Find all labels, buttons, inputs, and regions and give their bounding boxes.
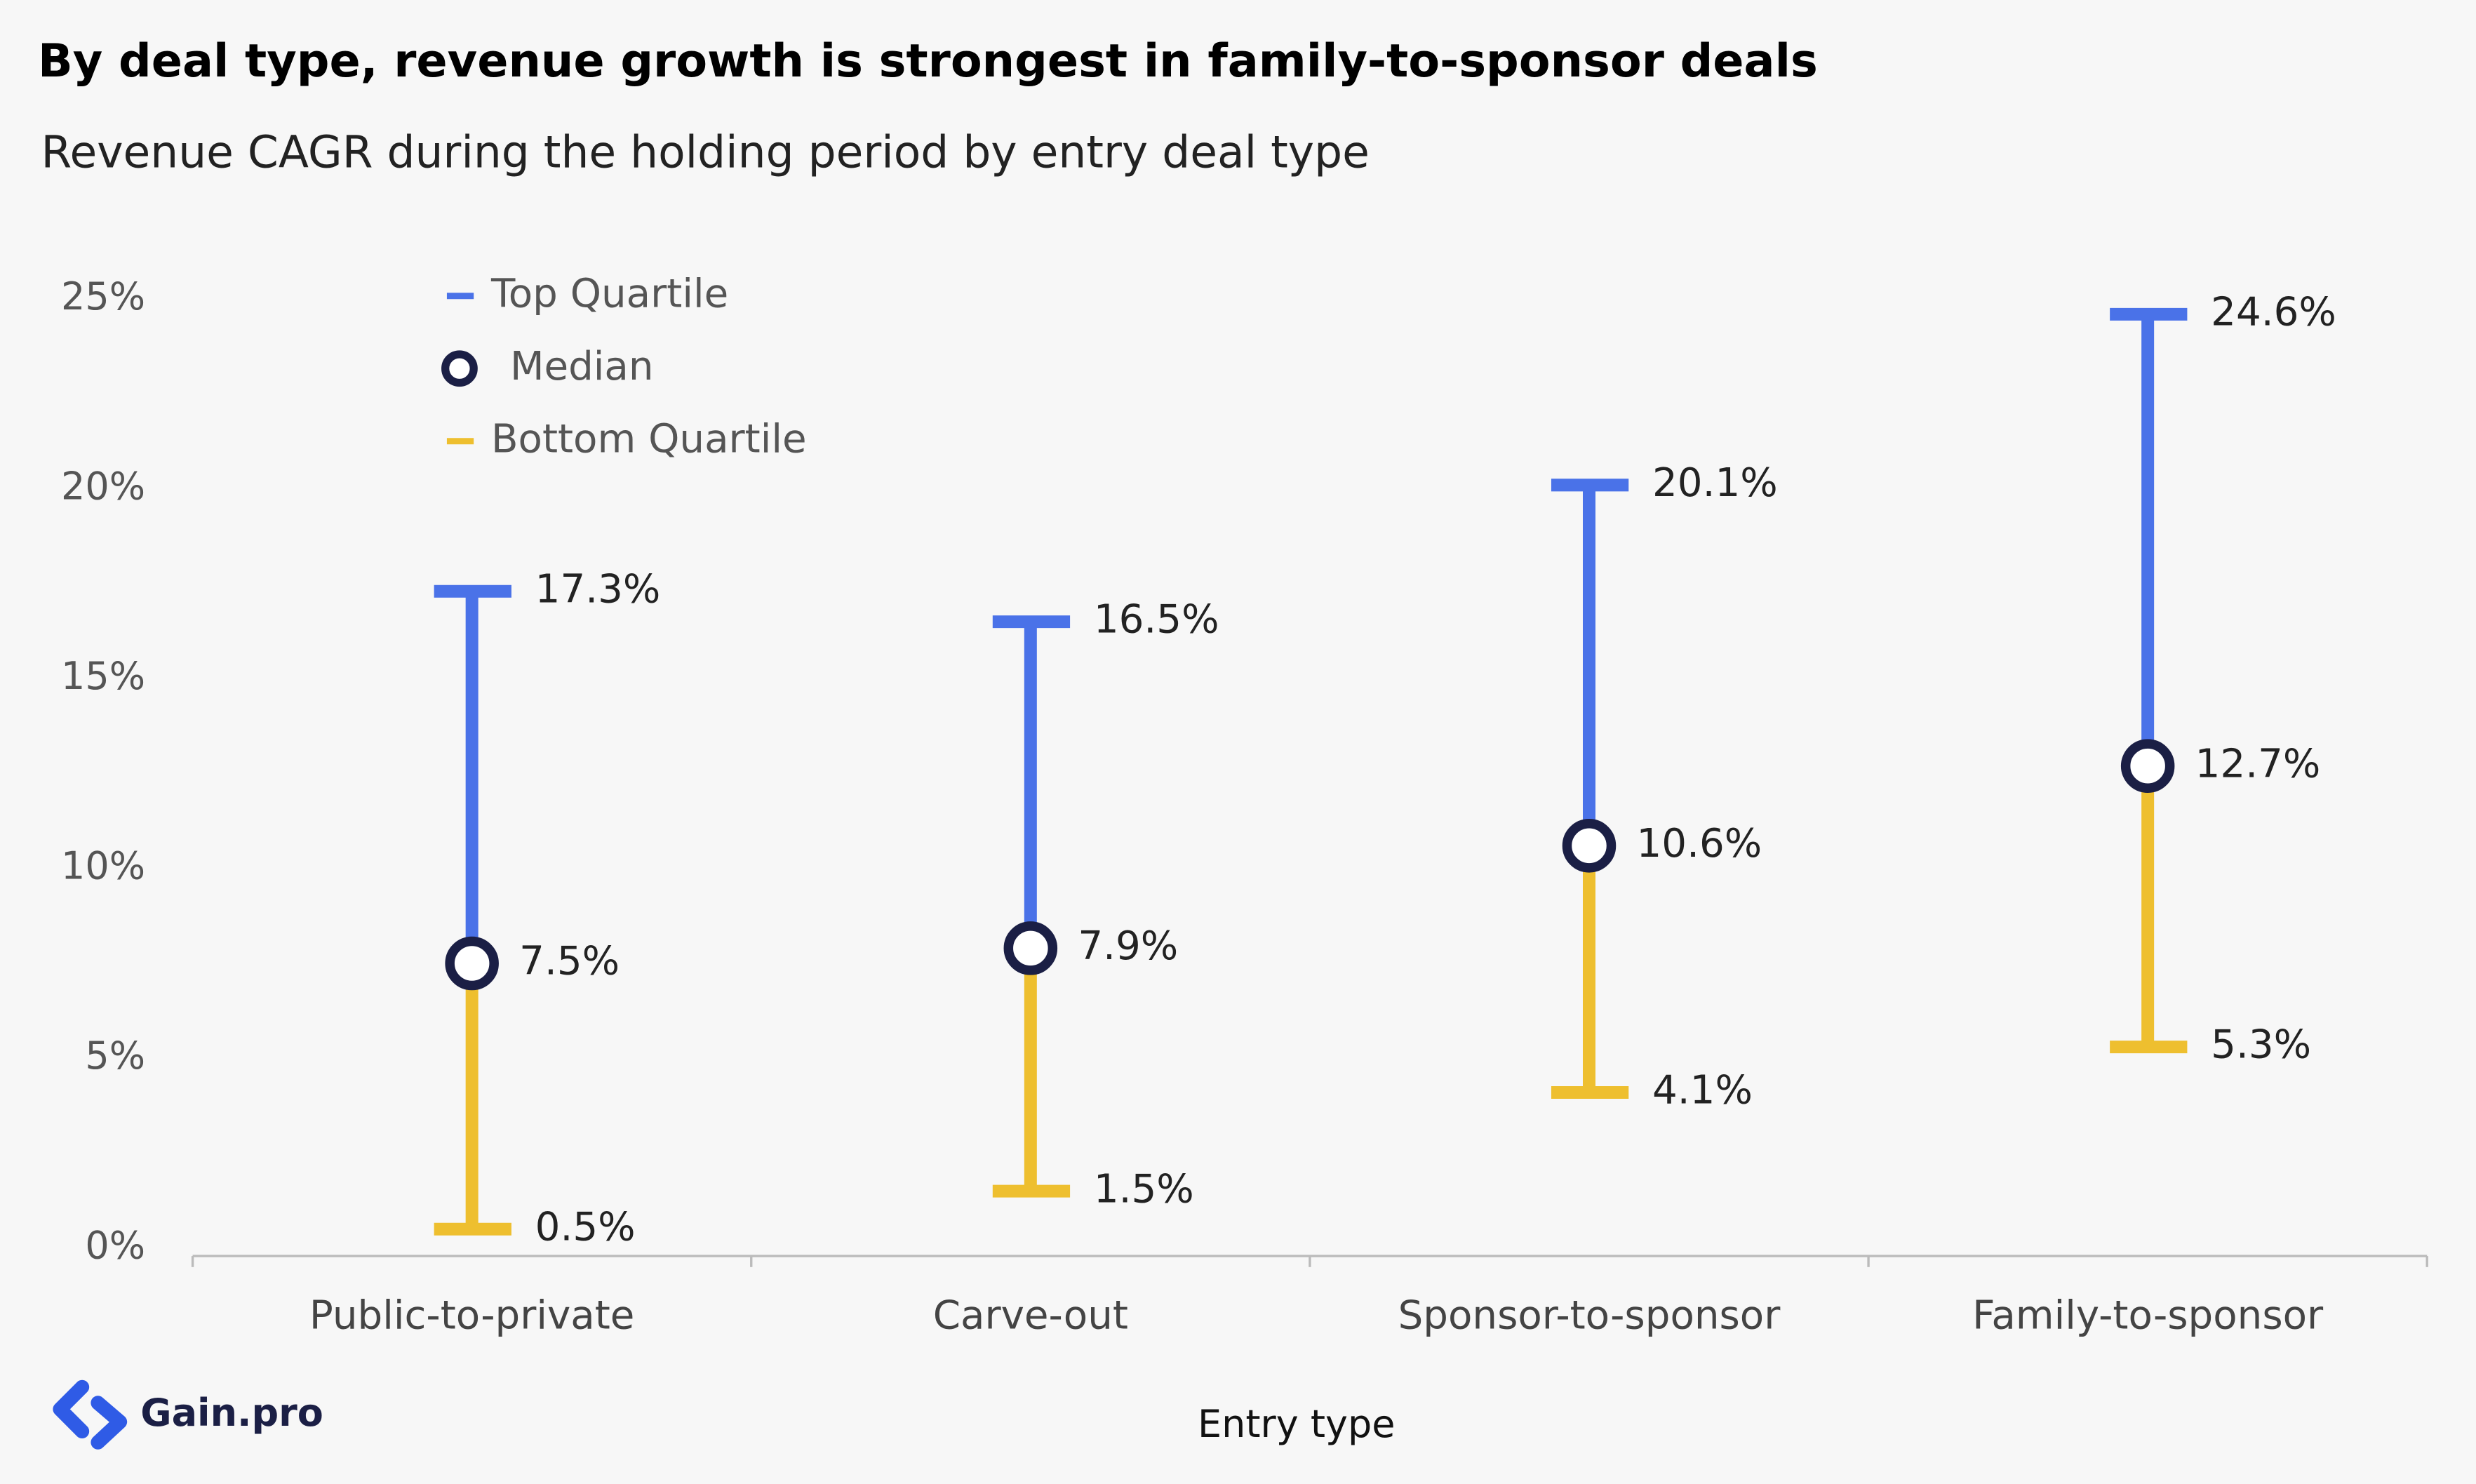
value-label: 10.6%	[1637, 821, 1762, 867]
chart-title: By deal type, revenue growth is stronges…	[38, 34, 1818, 88]
value-label: 17.3%	[535, 566, 661, 612]
chart-subtitle: Revenue CAGR during the holding period b…	[41, 126, 1370, 178]
logo-icon	[53, 1379, 128, 1450]
legend-marker	[441, 350, 478, 387]
legend-label: Top Quartile	[490, 271, 728, 316]
value-label: 1.5%	[1094, 1166, 1194, 1212]
median-marker	[1003, 921, 1058, 975]
value-label: 0.5%	[535, 1204, 636, 1250]
x-tick-label: Family-to-sponsor	[1972, 1292, 2324, 1338]
y-tick-label: 25%	[61, 274, 145, 319]
median-marker	[1562, 819, 1617, 873]
y-tick-label: 15%	[61, 654, 145, 698]
value-label: 16.5%	[1094, 597, 1219, 643]
legend-label: Bottom Quartile	[491, 416, 807, 462]
y-tick-label: 5%	[85, 1034, 145, 1078]
x-axis-label: Entry type	[1198, 1402, 1395, 1446]
y-tick-label: 0%	[85, 1223, 145, 1267]
logo-text: Gain.pro	[140, 1391, 323, 1435]
value-label: 12.7%	[2195, 741, 2321, 787]
y-tick-label: 20%	[61, 464, 145, 508]
median-marker	[2120, 739, 2175, 793]
value-label: 7.9%	[1078, 923, 1178, 969]
value-label: 4.1%	[1652, 1068, 1753, 1114]
x-tick-label: Carve-out	[933, 1292, 1128, 1338]
median-marker	[445, 936, 499, 991]
x-tick-label: Public-to-private	[309, 1292, 634, 1338]
legend-label: Median	[510, 344, 654, 389]
value-label: 7.5%	[519, 939, 620, 984]
x-tick-label: Sponsor-to-sponsor	[1398, 1292, 1781, 1338]
value-label: 24.6%	[2211, 289, 2336, 335]
value-label: 5.3%	[2211, 1022, 2311, 1068]
value-label: 20.1%	[1652, 460, 1778, 506]
y-tick-label: 10%	[61, 843, 145, 888]
